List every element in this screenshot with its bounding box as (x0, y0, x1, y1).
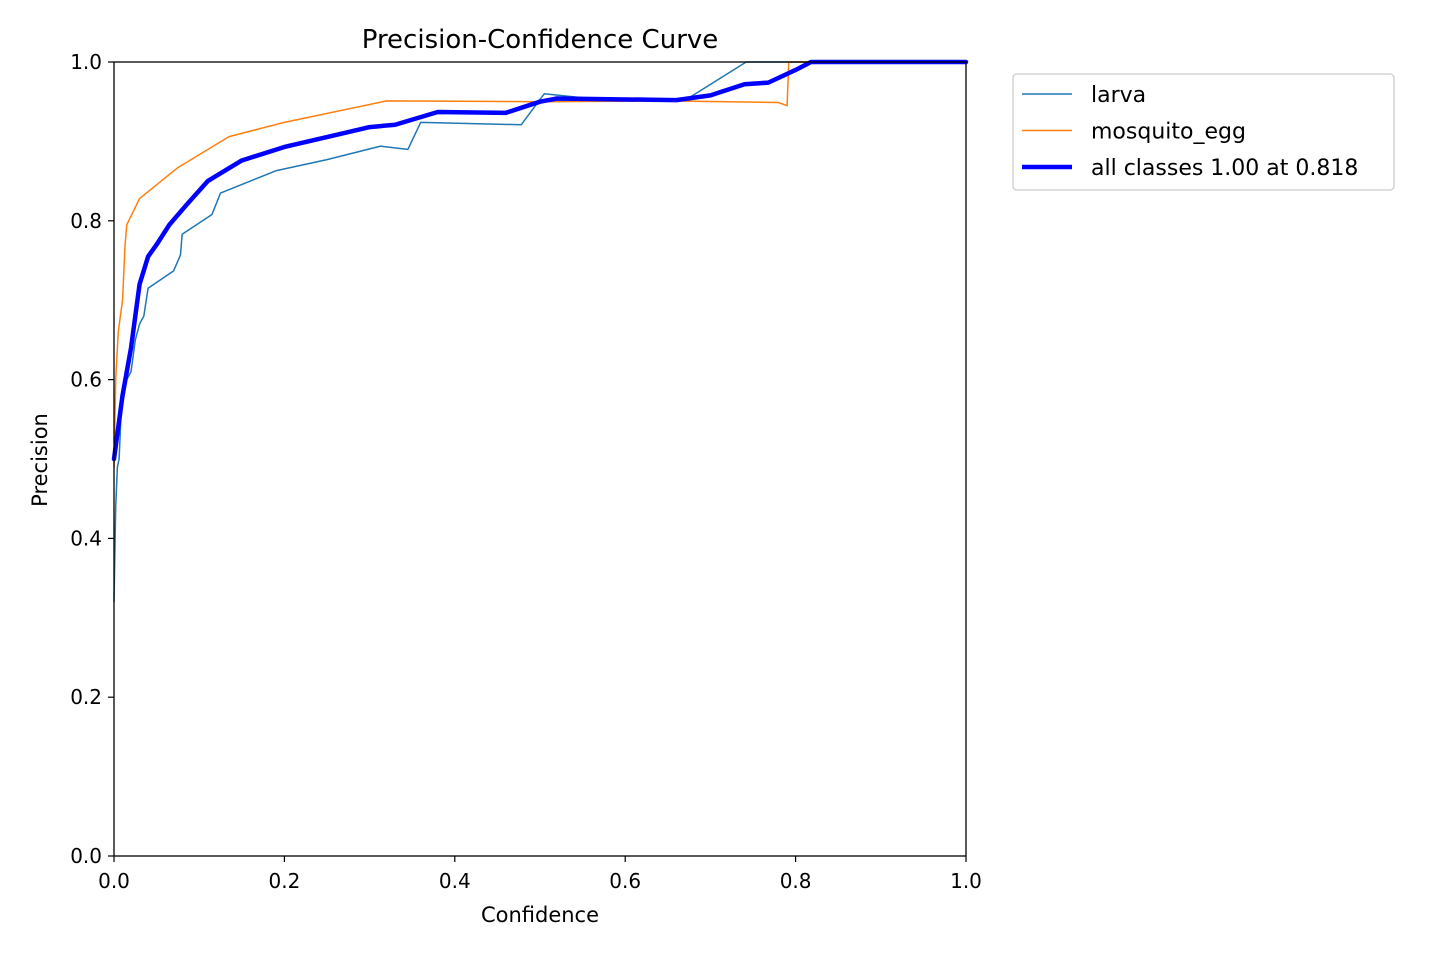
y-tick-label: 0.4 (70, 526, 102, 550)
legend-box (1012, 73, 1395, 191)
x-tick-label: 1.0 (950, 869, 982, 893)
y-tick-label: 1.0 (70, 50, 102, 74)
y-tick-label: 0.2 (70, 685, 102, 709)
y-tick-label: 0.8 (70, 209, 102, 233)
x-tick-label: 0.8 (780, 869, 812, 893)
chart-title: Precision-Confidence Curve (362, 25, 719, 55)
ticks-layer: 0.0 0.2 0.4 0.6 0.8 1.0 0.0 0.2 0.4 0.6 0.8 1.0 (70, 50, 982, 893)
x-axis-label: Confidence (481, 903, 599, 927)
legend-label: larva (1091, 83, 1146, 108)
x-tick-label: 0.2 (268, 869, 300, 893)
y-tick-label: 0.6 (70, 368, 102, 392)
y-tick-label: 0.0 (70, 844, 102, 868)
legend-label: all classes 1.00 at 0.818 (1091, 156, 1358, 181)
axes-layer (113, 61, 967, 857)
series-layer (111, 59, 969, 603)
y-axis-label: Precision (28, 413, 52, 507)
x-tick-label: 0.4 (439, 869, 471, 893)
x-tick-label: 0.6 (609, 869, 641, 893)
legend-label: mosquito_egg (1091, 120, 1246, 145)
series-line-mosquito-egg (113, 61, 967, 468)
x-tick-label: 0.0 (98, 869, 130, 893)
plot-frame (113, 61, 967, 857)
series-line-all-classes-1-00-at-0-818 (111, 59, 969, 462)
